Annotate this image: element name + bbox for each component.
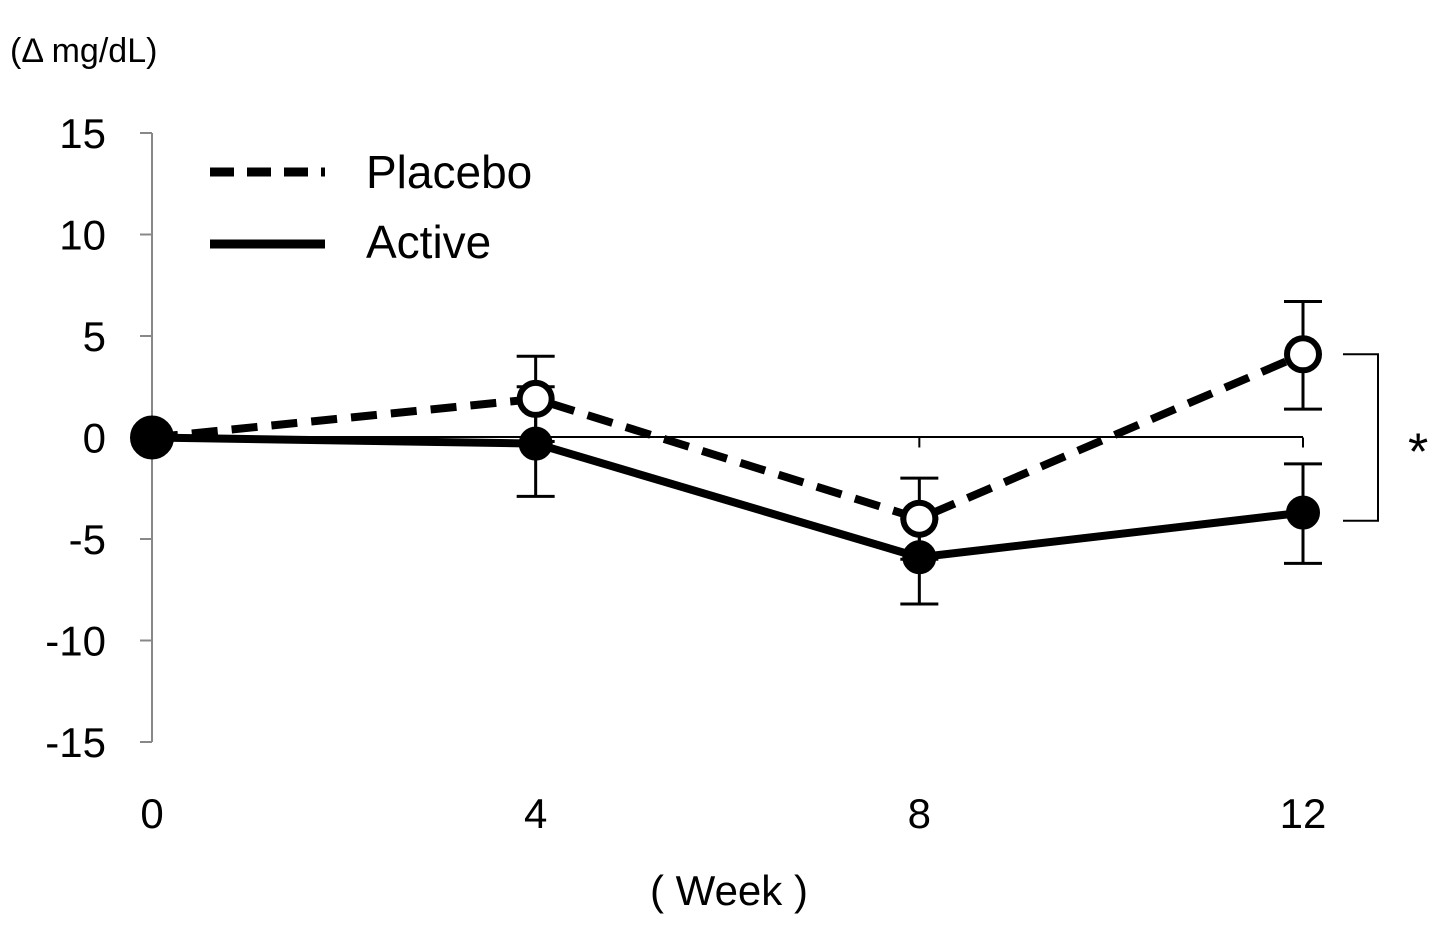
placebo-point xyxy=(516,379,555,418)
legend-label-placebo: Placebo xyxy=(366,146,532,198)
x-axis-title: ( Week ) xyxy=(650,867,808,914)
x-tick-label: 4 xyxy=(524,790,547,837)
y-ticks: 15 10 5 0 -5 -10 -15 xyxy=(45,110,152,766)
y-tick-label: 5 xyxy=(83,313,106,360)
placebo-markers xyxy=(516,335,1322,538)
axes: 15 10 5 0 -5 -10 -15 0 4 8 12 xyxy=(45,110,1326,837)
active-line xyxy=(151,433,1304,562)
y-tick-label: -10 xyxy=(45,618,106,665)
x-tick-label: 0 xyxy=(140,790,163,837)
active-point xyxy=(902,540,937,575)
x-ticks: 0 4 8 12 xyxy=(140,437,1327,837)
significance-bracket xyxy=(1343,353,1379,522)
significance-marker: * xyxy=(1408,424,1428,482)
x-tick-label: 12 xyxy=(1280,790,1327,837)
x-tick-label: 8 xyxy=(908,790,931,837)
active-markers xyxy=(130,415,1320,575)
y-tick-label: -15 xyxy=(45,719,106,766)
y-tick-label: -5 xyxy=(69,516,106,563)
active-point xyxy=(518,426,553,461)
placebo-point xyxy=(1284,335,1322,374)
y-unit-label: (Δ mg/dL) xyxy=(10,32,157,70)
y-tick-label: 15 xyxy=(59,110,106,157)
y-tick-label: 10 xyxy=(59,212,106,259)
series-layer xyxy=(130,299,1322,606)
legend: Placebo Active xyxy=(210,146,532,268)
active-point xyxy=(130,415,174,460)
significance-annotation: * xyxy=(1343,353,1428,522)
legend-label-active: Active xyxy=(366,216,491,268)
active-point xyxy=(1286,495,1320,530)
placebo-point xyxy=(900,499,939,538)
y-tick-label: 0 xyxy=(83,415,106,462)
